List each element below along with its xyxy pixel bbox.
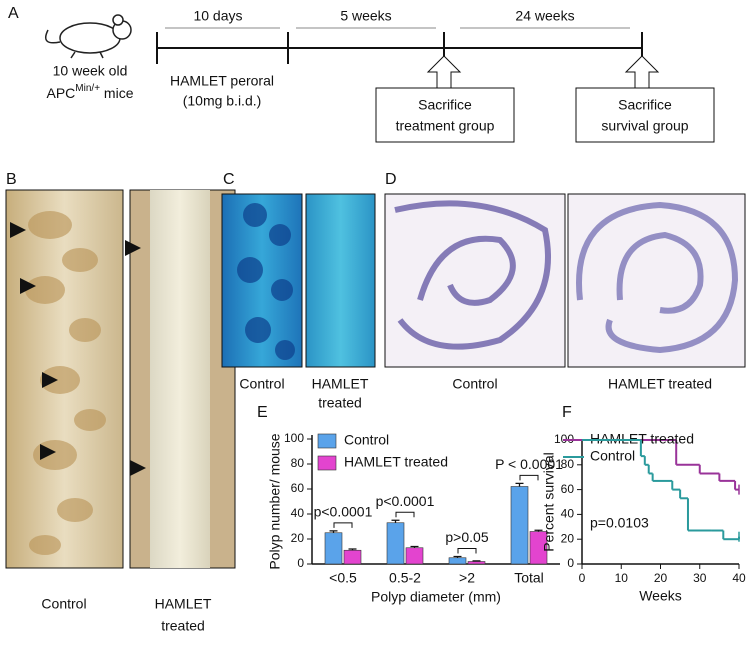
box-text: survival group: [601, 118, 688, 134]
mouse-label: 10 week old: [53, 63, 128, 79]
bar: [343, 549, 362, 565]
y-tick-label: 40: [291, 506, 305, 520]
legend-swatch: [317, 433, 337, 449]
box-text: treatment group: [396, 118, 495, 134]
timeline: [156, 32, 643, 64]
box-text: Sacrifice: [618, 97, 672, 113]
bracket: [457, 548, 477, 554]
caption: treated: [161, 618, 205, 634]
box: [575, 87, 715, 143]
mouse-label: APCMin/+ mice: [47, 83, 134, 101]
annotation: P < 0.0001: [495, 456, 563, 472]
mouse-icon: [45, 14, 132, 59]
bracket: [333, 522, 353, 528]
photo: [567, 193, 746, 368]
annotation: p>0.05: [445, 529, 488, 545]
y-tick-label: 0: [567, 556, 574, 570]
y-axis-label: Polyp number/ mouse: [267, 433, 283, 569]
x-axis-label: Weeks: [639, 588, 682, 604]
mouse-strain: APC: [47, 85, 76, 101]
annotation: p=0.0103: [590, 515, 649, 531]
polyps: [25, 211, 106, 555]
box-text: Sacrifice: [418, 97, 472, 113]
bar: [448, 557, 467, 565]
error-bar: [391, 519, 400, 523]
arrow: [624, 55, 660, 89]
x-tick-label: >2: [459, 570, 475, 586]
caption: Control: [452, 376, 497, 392]
histology: [576, 201, 739, 354]
mouse-genotype: Min/+: [75, 83, 100, 94]
y-tick-label: 40: [561, 507, 575, 521]
x-tick-label: <0.5: [329, 570, 357, 586]
error-bar: [472, 560, 481, 562]
panel-label: D: [385, 171, 397, 188]
x-tick-label: 0.5-2: [389, 570, 421, 586]
y-tick-label: 80: [291, 456, 305, 470]
x-tick-label: 30: [693, 571, 707, 585]
treatment: HAMLET peroral: [170, 73, 274, 89]
annotation: p<0.0001: [314, 504, 373, 520]
y-axis-label: Percent survival: [541, 452, 557, 552]
legend-label: Control: [590, 448, 635, 464]
y-tick-label: 0: [297, 556, 304, 570]
photo: [305, 193, 376, 368]
bar: [386, 522, 405, 565]
duration: 5 weeks: [340, 8, 391, 24]
caption: Control: [239, 376, 284, 392]
y-tick-label: 20: [561, 531, 575, 545]
panel-label: C: [223, 171, 235, 188]
arrow: [426, 55, 462, 89]
bar: [405, 547, 424, 565]
legend-label: HAMLET treated: [344, 454, 448, 470]
duration: 10 days: [193, 8, 242, 24]
x-tick-label: Total: [514, 570, 544, 586]
x-axis-label: Polyp diameter (mm): [371, 589, 501, 605]
caption: treated: [318, 395, 362, 411]
caption: HAMLET: [312, 376, 369, 392]
error-bar: [348, 548, 357, 551]
panel-label: B: [6, 171, 17, 188]
x-tick-label: 40: [732, 571, 746, 585]
caption: HAMLET: [155, 596, 212, 612]
bar: [467, 561, 486, 565]
mouse-suffix: mice: [100, 85, 134, 101]
bar: [510, 486, 529, 565]
caption: HAMLET treated: [608, 376, 712, 392]
panel-label: F: [562, 404, 572, 421]
polyps: [237, 203, 295, 360]
bracket: [519, 474, 539, 481]
y-tick-label: 60: [291, 481, 305, 495]
x-tick-label: 20: [654, 571, 668, 585]
tissue: [150, 190, 210, 568]
panel-label: E: [257, 404, 268, 421]
error-bar: [410, 545, 419, 548]
legend-label: Control: [344, 432, 389, 448]
error-bar: [515, 482, 524, 487]
histology: [394, 200, 551, 350]
box: [375, 87, 515, 143]
legend-label: HAMLET treated: [590, 431, 694, 447]
bracket: [395, 511, 415, 518]
y-tick-label: 20: [291, 531, 305, 545]
caption: Control: [41, 596, 86, 612]
photo: [384, 193, 566, 368]
y-tick-label: 60: [561, 482, 575, 496]
bar: [324, 532, 343, 565]
panel-label: A: [8, 5, 19, 22]
y-tick-label: 100: [284, 431, 304, 445]
annotation: p<0.0001: [376, 493, 435, 509]
duration: 24 weeks: [515, 8, 574, 24]
y-tick-label: 80: [561, 457, 575, 471]
error-bar: [453, 555, 462, 558]
treatment: (10mg b.i.d.): [183, 93, 262, 109]
x-tick-label: 0: [579, 571, 586, 585]
legend-swatch: [317, 455, 337, 471]
error-bar: [534, 529, 543, 532]
x-tick-label: 10: [615, 571, 629, 585]
error-bar: [329, 530, 338, 533]
